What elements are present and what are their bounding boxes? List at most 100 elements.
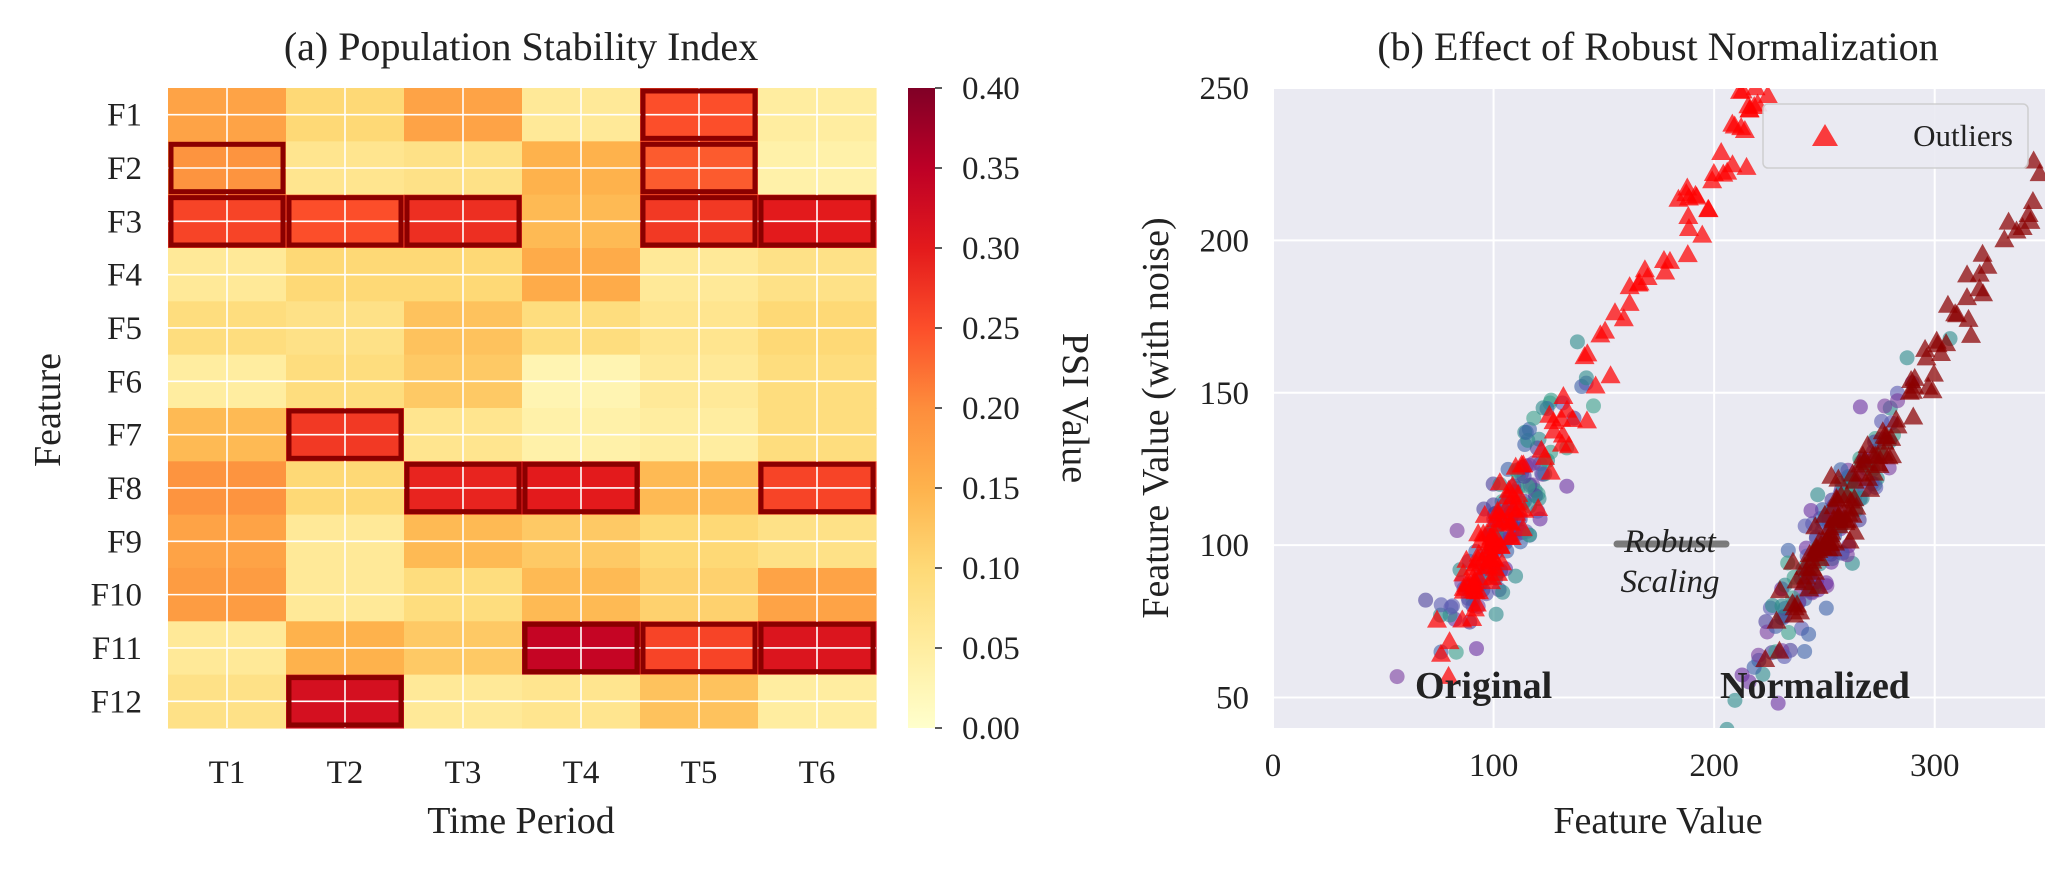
heatmap-x-label: Time Period — [427, 800, 615, 842]
scatter-legend: Outliers — [1762, 103, 2029, 169]
scatter-outlier-point — [1431, 643, 1452, 662]
scatter-outlier-point — [1698, 199, 1719, 218]
original-annotation: Original — [1415, 665, 1552, 707]
scatter-outlier-point — [1915, 338, 1936, 357]
scatter-y-tick-label: 100 — [1200, 528, 1250, 564]
scatter-y-ticks: 50 100 150 200 250 — [1200, 71, 1250, 717]
scatter-outlier-point — [1463, 580, 1484, 599]
scatter-x-ticks: 0 100 200 300 — [1265, 748, 1960, 784]
scatter-point — [1578, 370, 1594, 386]
scatter-outlier-point — [1969, 263, 1990, 282]
heatmap-highlight-box — [404, 461, 522, 515]
scatter-point — [1585, 398, 1601, 414]
scatter-outlier-point — [1453, 563, 1474, 582]
scatter-point — [1797, 643, 1813, 659]
scatter-outlier-point — [1844, 470, 1865, 489]
scatter-outlier-point — [1487, 500, 1508, 519]
scatter-outlier-point — [1901, 370, 1922, 389]
scatter-outlier-point — [1755, 69, 1775, 87]
scatter-outlier-point — [1556, 399, 1577, 418]
scatter-outlier-point — [1576, 410, 1597, 429]
scatter-point — [1526, 410, 1542, 426]
scatter-outlier-point — [1958, 308, 1979, 327]
scatter-outlier-point — [1923, 363, 1944, 382]
scatter-outlier-point — [1945, 303, 1966, 322]
scatter-outlier-point — [1972, 243, 1993, 262]
heatmap-highlight-box — [758, 621, 876, 675]
heatmap-y-tick-label: F11 — [92, 631, 142, 667]
scatter-outlier-point — [1540, 461, 1561, 480]
scatter-outlier-point — [1961, 324, 1982, 343]
scatter-point — [1810, 487, 1826, 503]
scatter-y-tick-label: 250 — [1200, 71, 1250, 107]
heatmap-x-tick-label: T1 — [209, 755, 246, 791]
heatmap-title: (a) Population Stability Index — [284, 24, 758, 69]
psi-heatmap-panel: (a) Population Stability Index F1F2F3F4F… — [27, 24, 877, 842]
heatmap-highlight-box — [168, 141, 286, 195]
scatter-outlier-point — [1427, 609, 1448, 628]
scatter-outlier-point — [1865, 445, 1886, 464]
heatmap-highlight-box — [640, 195, 758, 248]
scatter-outlier-point — [2020, 210, 2041, 229]
scatter-outlier-point — [1840, 490, 1861, 509]
scatter-outlier-point — [2022, 190, 2043, 209]
scatter-outlier-point — [1814, 504, 1835, 523]
scatter-outlier-point — [1577, 343, 1598, 362]
scatter-point — [1531, 491, 1547, 507]
scatter-outlier-point — [1471, 551, 1492, 570]
scatter-outlier-point — [1703, 163, 1724, 182]
scatter-outlier-point — [1637, 267, 1658, 286]
heatmap-y-tick-label: F4 — [107, 258, 142, 294]
scatter-outlier-point — [1489, 472, 1510, 491]
scatter-outlier-point — [1957, 287, 1978, 306]
scatter-outlier-point — [1882, 445, 1903, 464]
heatmap-y-tick-label: F2 — [107, 151, 142, 187]
scatter-point — [1418, 592, 1434, 608]
scatter-outlier-point — [1481, 571, 1502, 590]
scatter-outlier-point — [1755, 649, 1776, 668]
scatter-x-tick-label: 300 — [1910, 748, 1960, 784]
scatter-x-tick-label: 100 — [1469, 748, 1519, 784]
heatmap-cells — [168, 88, 877, 729]
scatter-point — [1890, 393, 1906, 409]
heatmap-x-tick-label: T5 — [681, 755, 718, 791]
scatter-outlier-point — [1534, 446, 1555, 465]
legend-outlier-marker — [1812, 124, 1838, 146]
scatter-outlier-point — [1745, 88, 1766, 96]
scatter-outlier-point — [1711, 142, 1732, 161]
colorbar-tick-label: 0.05 — [962, 631, 1020, 667]
scatter-outlier-point — [1439, 631, 1460, 650]
heatmap-highlight-box — [758, 195, 876, 248]
scatter-outlier-point — [1769, 640, 1790, 659]
scatter-outlier-point — [1973, 283, 1994, 302]
scatter-outlier-point — [1794, 556, 1815, 575]
scatter-outlier-point — [1462, 607, 1483, 626]
colorbar-tick-label: 0.30 — [962, 231, 1020, 267]
heatmap-y-tick-label: F3 — [107, 204, 142, 240]
scatter-point — [1781, 625, 1797, 641]
scatter-y-tick-label: 50 — [1216, 681, 1249, 717]
heatmap-x-tick-label: T6 — [799, 755, 836, 791]
psi-colorbar: 0.00 0.05 0.10 0.15 0.20 0.25 0.30 0.35 0.40 PSI… — [908, 71, 1096, 747]
heatmap-highlight-box — [286, 195, 404, 248]
scatter-point — [1559, 478, 1575, 494]
legend-entry-outliers: Outliers — [1913, 118, 2013, 153]
colorbar-tick-label: 0.10 — [962, 551, 1020, 587]
scatter-points-clip — [1389, 69, 2045, 728]
colorbar-gradient — [908, 88, 935, 728]
heatmap-y-tick-label: F7 — [107, 418, 142, 454]
colorbar-ticks: 0.00 0.05 0.10 0.15 0.20 0.25 0.30 0.35 0.40 — [935, 71, 1020, 747]
scatter-outlier-point — [1676, 183, 1697, 202]
scatter-outlier-point — [1805, 516, 1826, 535]
scatter-point — [1449, 523, 1465, 539]
scatter-outlier-point — [1887, 415, 1908, 434]
scatter-point — [1727, 692, 1743, 708]
scatter-outlier-point — [1869, 455, 1890, 474]
heatmap-highlight-boxes — [168, 88, 876, 728]
scatter-outlier-point — [1828, 468, 1849, 487]
scatter-outlier-point — [1994, 229, 2015, 248]
colorbar-tick-label: 0.40 — [962, 71, 1020, 107]
colorbar-tick-label: 0.35 — [962, 151, 1020, 187]
scatter-point — [1508, 568, 1524, 584]
